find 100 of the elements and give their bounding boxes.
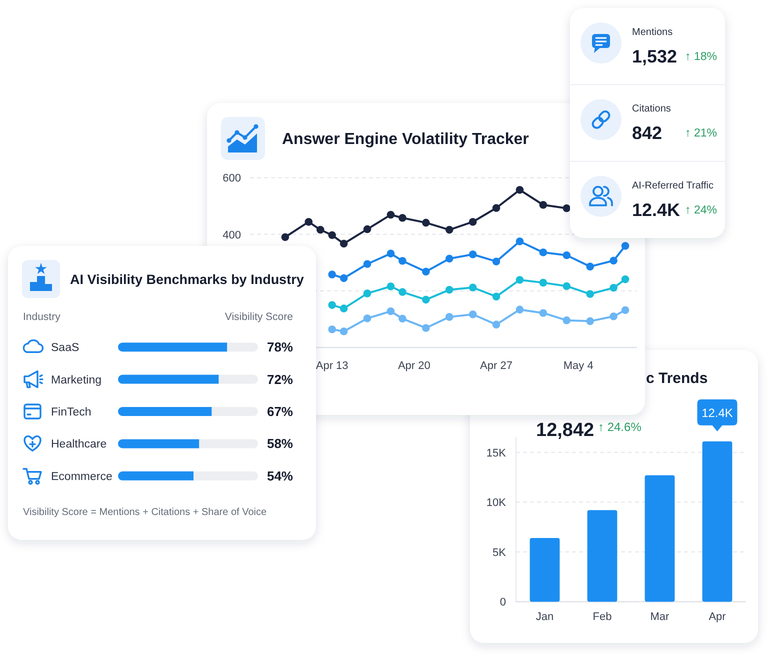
y-tick-label: 5K: [492, 546, 507, 559]
point: [328, 270, 336, 278]
x-tick-label: May 4: [563, 360, 594, 372]
point: [398, 214, 406, 222]
point: [363, 260, 372, 268]
point: [516, 186, 524, 194]
point: [328, 231, 336, 240]
point: [328, 301, 336, 309]
text: ↑ 24.6%: [598, 420, 642, 434]
point: [516, 276, 524, 284]
x-tick-label: Apr 20: [398, 360, 430, 372]
x-tick-label: Apr: [708, 611, 726, 623]
point: [539, 200, 548, 209]
point: [398, 314, 406, 323]
point: [610, 312, 618, 320]
text: 842: [632, 123, 662, 144]
y-tick-label: 0: [500, 596, 506, 609]
y-tick-label: FinTech: [51, 406, 92, 418]
point: [422, 218, 430, 227]
chart-subtitle: 12,842: [536, 420, 594, 441]
point: [363, 314, 372, 322]
point: [422, 296, 430, 304]
point: [304, 218, 313, 226]
point: [386, 210, 395, 219]
chart-title: c Trends: [646, 370, 708, 387]
y-tick-label: Healthcare: [51, 438, 107, 451]
chart-title: Answer Engine Volatility Tracker: [282, 131, 529, 148]
point: [539, 278, 548, 287]
bar: [530, 538, 560, 602]
point: [398, 288, 406, 296]
point: [468, 250, 477, 258]
x-tick-label: Jan: [536, 611, 554, 623]
y-tick-label: 15K: [486, 447, 507, 460]
point: [468, 218, 477, 226]
point: [586, 262, 594, 270]
point: [621, 275, 630, 284]
y-tick-label: SaaS: [51, 342, 80, 354]
point: [468, 310, 477, 318]
point: [340, 327, 348, 336]
point: [340, 304, 348, 312]
bar: [227, 342, 258, 352]
point: [621, 306, 630, 314]
point: [340, 274, 348, 282]
point: [516, 237, 524, 246]
bar: [587, 510, 618, 602]
y-tick-label: Marketing: [51, 374, 102, 386]
text: ↑ 21%: [685, 128, 717, 140]
bar: [194, 471, 258, 480]
category-label: AI-Referred Traffic: [632, 180, 714, 192]
point: [363, 225, 372, 234]
point: [445, 313, 454, 321]
bar: [702, 441, 732, 602]
y-tick-label: Ecommerce: [51, 470, 112, 483]
category-label: Mentions: [632, 27, 673, 38]
x-tick-label: Apr 27: [480, 360, 512, 372]
point: [516, 306, 524, 314]
y-tick-label: 400: [222, 229, 241, 242]
data-label: 58%: [266, 436, 294, 452]
point: [386, 282, 395, 290]
point: [562, 316, 571, 324]
point: [445, 286, 454, 294]
y-axis-title: Industry: [23, 311, 62, 323]
point: [340, 240, 348, 248]
point: [562, 251, 571, 260]
x-tick-label: Apr 13: [316, 360, 348, 372]
text: 12.4K: [632, 200, 680, 220]
point: [621, 242, 630, 250]
bar: [199, 439, 258, 448]
point: [363, 290, 372, 298]
data-label: 78%: [266, 340, 294, 355]
text: Visibility Score = Mentions + Citations + Share of Voice: [23, 507, 267, 518]
point: [586, 317, 594, 326]
point: [562, 204, 571, 212]
bar: [118, 374, 219, 384]
x-tick-label: Feb: [592, 611, 612, 623]
data-label: 54%: [266, 468, 294, 484]
point: [492, 204, 500, 212]
bar: [118, 407, 212, 416]
point: [539, 309, 548, 317]
bar: [218, 374, 258, 384]
point: [610, 284, 618, 292]
point: [445, 254, 454, 263]
data-label: 72%: [266, 372, 294, 387]
chart-title: AI Visibility Benchmarks by Industry: [70, 272, 304, 287]
y-tick-label: 600: [222, 172, 241, 185]
data-label: 67%: [266, 404, 294, 419]
category-label: Citations: [632, 104, 671, 115]
point: [468, 284, 477, 292]
text: ↑ 18%: [685, 51, 717, 63]
point: [398, 257, 406, 265]
point: [492, 320, 500, 328]
point: [492, 258, 500, 266]
point: [562, 282, 571, 290]
bar: [118, 471, 194, 480]
y-tick-label: 10K: [486, 497, 507, 510]
point: [445, 226, 454, 234]
x-tick-label: Mar: [650, 611, 670, 623]
point: [422, 268, 430, 276]
point: [492, 292, 500, 300]
bar: [212, 407, 258, 416]
